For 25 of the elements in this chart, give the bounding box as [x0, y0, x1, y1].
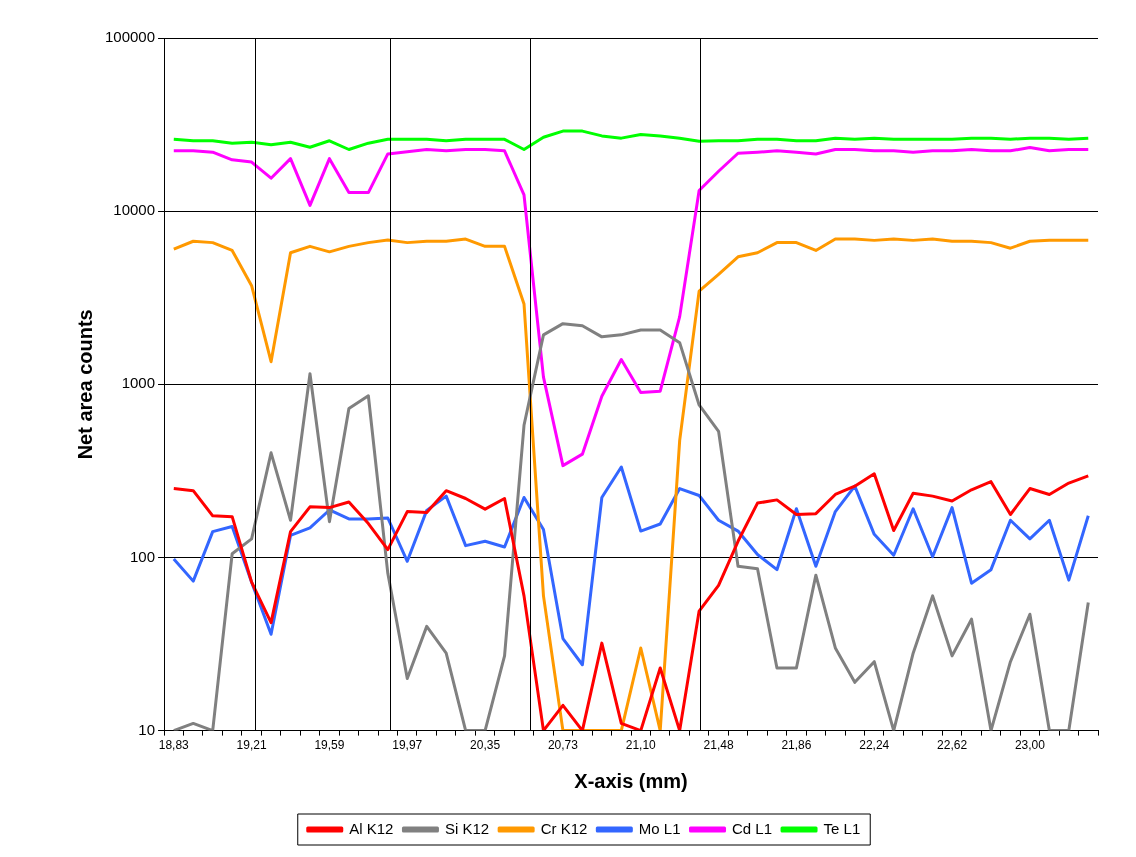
x-tick-label: 22,62 — [937, 738, 968, 753]
x-tick-label: 20,73 — [547, 738, 579, 753]
x-tick-label: 22,24 — [859, 738, 890, 753]
x-tick-label: 21,10 — [625, 738, 657, 753]
legend-label: Si K12 — [444, 819, 490, 837]
y-axis-title: Net area counts — [73, 309, 96, 460]
x-tick-label: 21,86 — [781, 738, 812, 753]
x-tick-label: 19,21 — [236, 738, 267, 753]
legend-label: Te L1 — [823, 819, 861, 837]
legend-label: Cd L1 — [732, 819, 773, 837]
y-tick-label: 10000 — [113, 201, 156, 219]
y-tick-label: 1000 — [121, 374, 156, 392]
x-tick-label: 23,00 — [1014, 738, 1046, 753]
x-tick-label: 18,83 — [158, 738, 190, 753]
y-tick-label: 100 — [130, 547, 156, 565]
x-axis-title: X-axis (mm) — [574, 769, 688, 792]
legend-label: Mo L1 — [638, 819, 681, 837]
legend-label: Cr K12 — [540, 819, 588, 837]
y-tick-label: 100000 — [104, 28, 156, 46]
x-tick-label: 19,59 — [314, 738, 345, 753]
legend-label: Al K12 — [349, 819, 394, 837]
x-tick-label: 20,35 — [470, 738, 501, 753]
x-tick-label: 19,97 — [392, 738, 423, 753]
x-tick-label: 21,48 — [703, 738, 734, 753]
y-tick-label: 10 — [138, 720, 156, 738]
